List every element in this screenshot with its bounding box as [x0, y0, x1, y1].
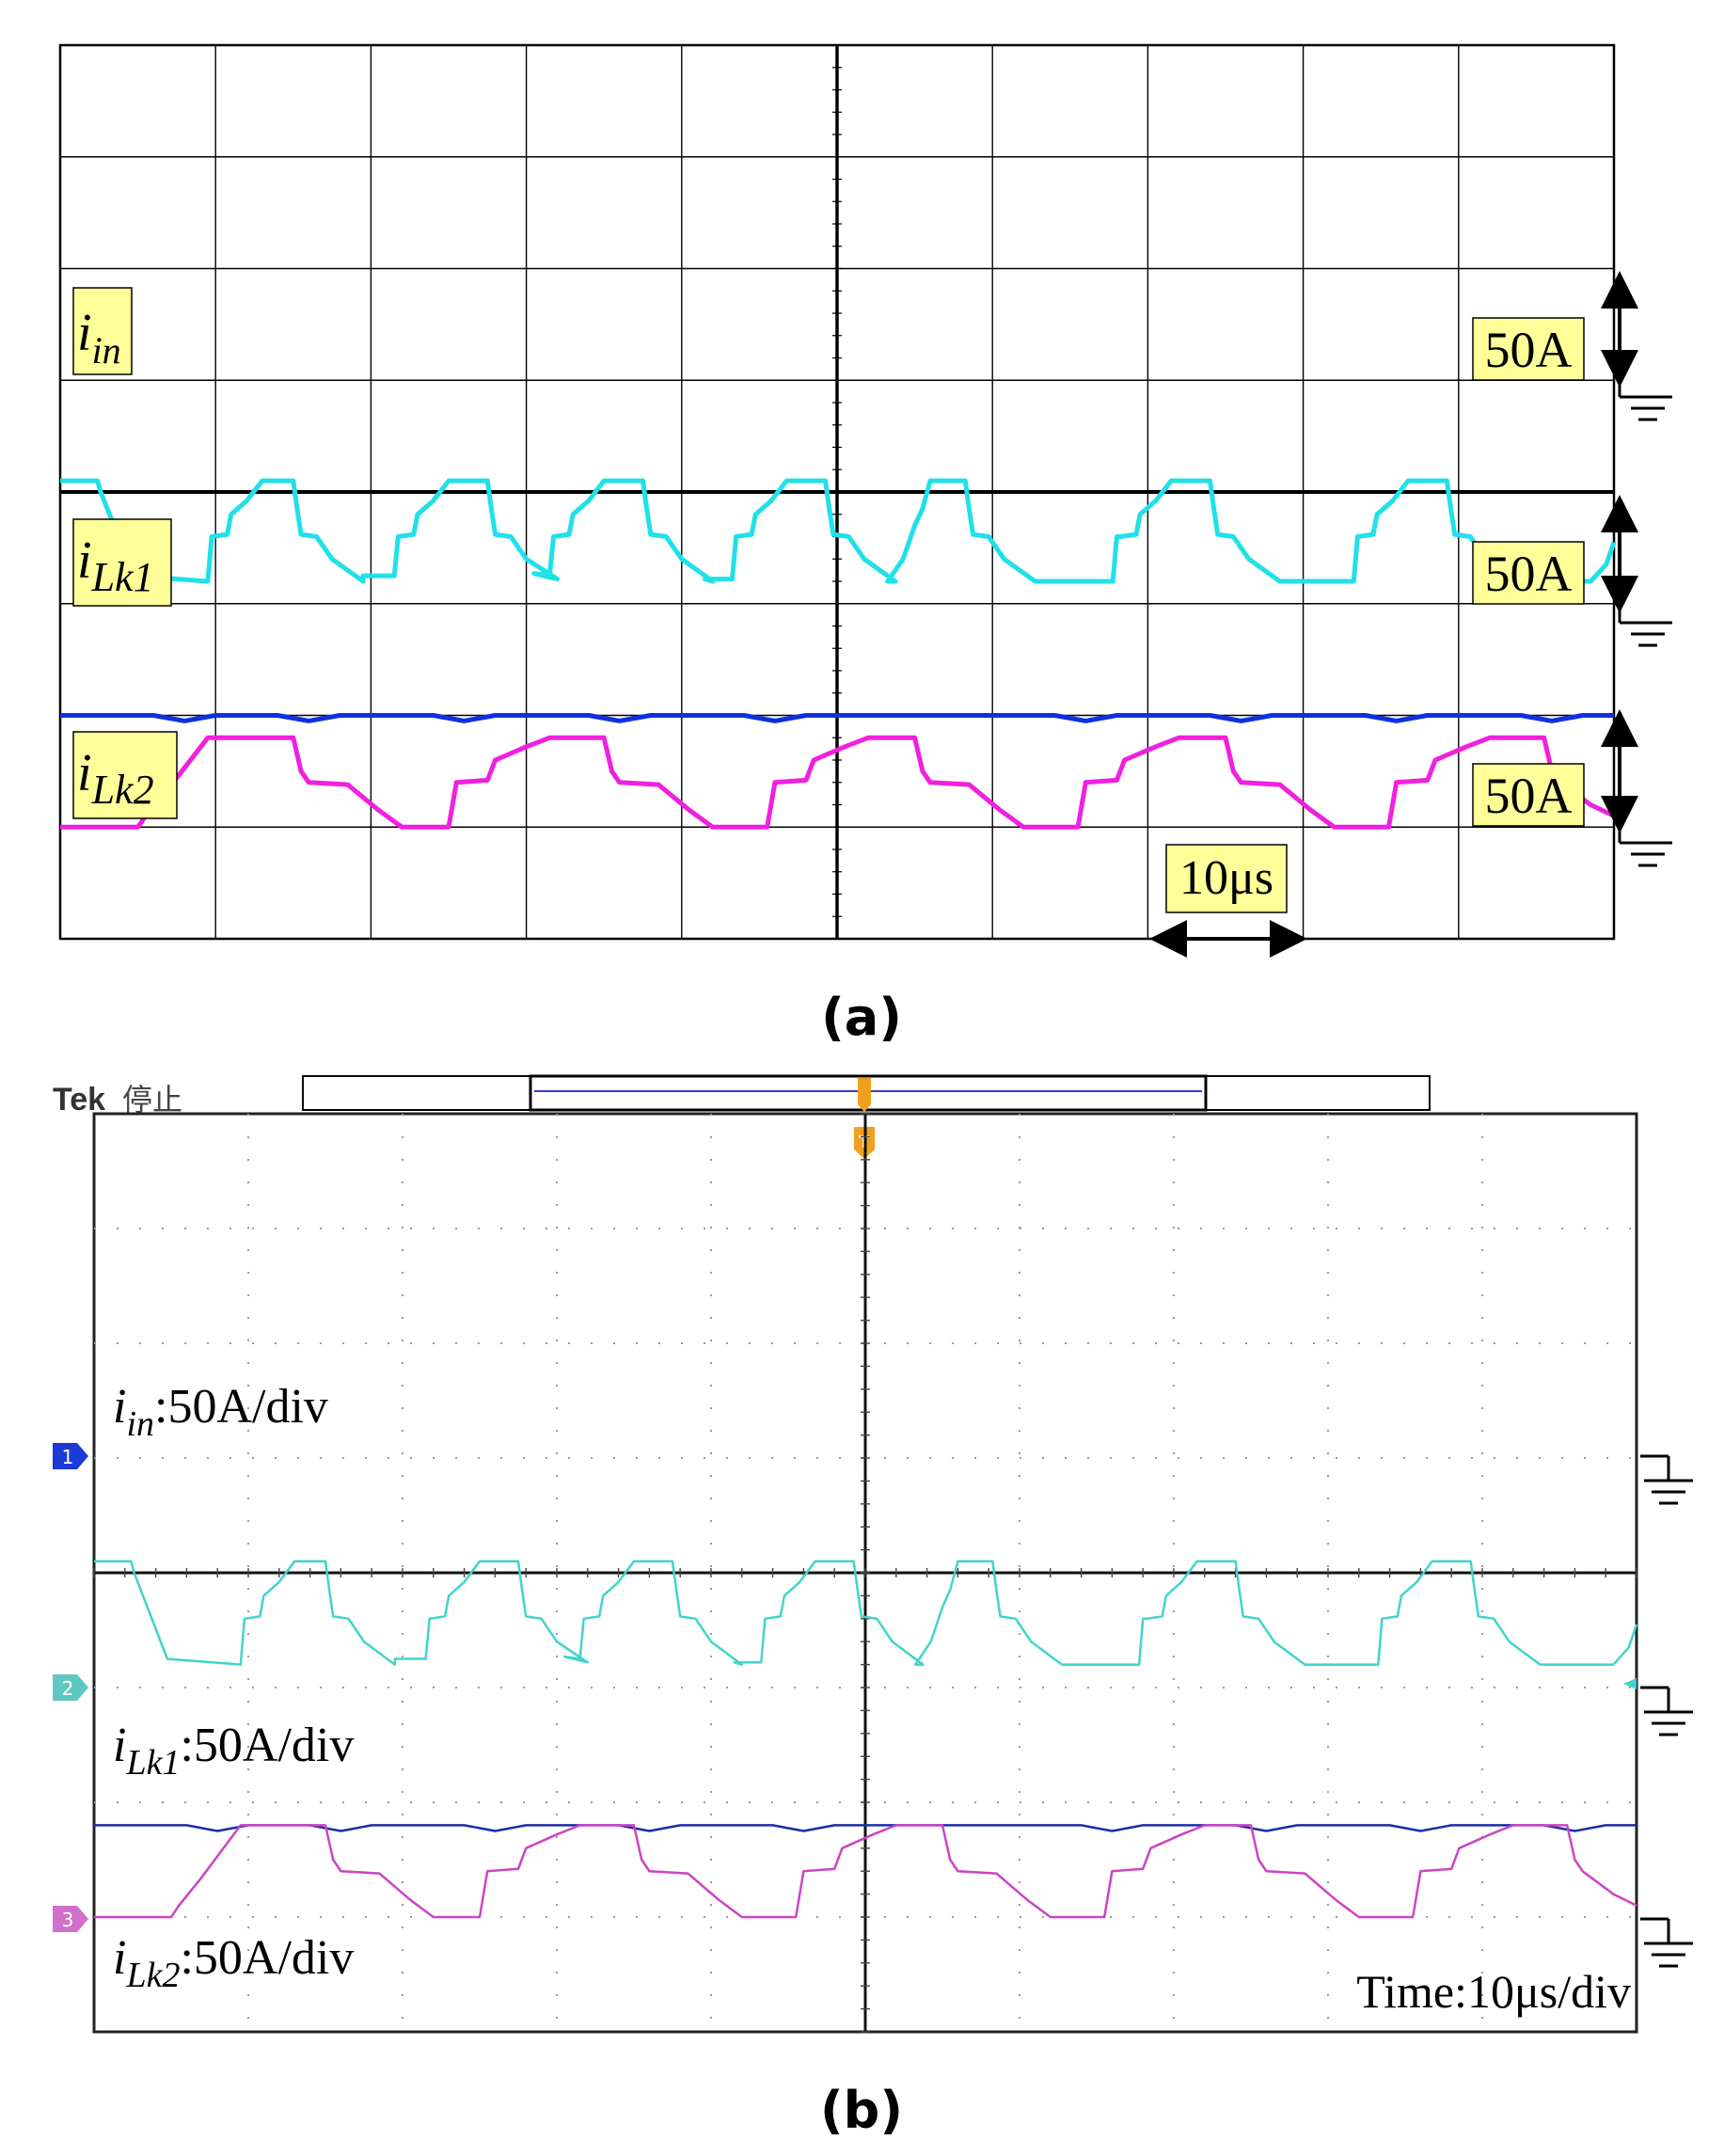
panel-a: iin iLk1 iLk2 50A 50A 50A 10μs	[58, 43, 1672, 1047]
label-ilk2-a-sub: Lk2	[91, 767, 154, 813]
svg-text:50A: 50A	[1485, 322, 1573, 378]
trace-in-a	[60, 713, 1614, 723]
caption-a: (a)	[821, 988, 902, 1047]
svg-text:10μs: 10μs	[1179, 851, 1273, 905]
svg-text:iLk1: iLk1	[77, 531, 154, 600]
time-scale-a: 10μs	[1149, 844, 1307, 958]
label-ilk1-a: iLk1	[72, 518, 172, 607]
tek-status: 停止	[122, 1082, 182, 1118]
panel-a-scale-arrows	[1601, 271, 1672, 867]
channel-1-marker: 1	[53, 1443, 88, 1469]
panel-b-ground-symbols	[1640, 1454, 1693, 1968]
trace-lk1_b	[94, 1560, 1638, 1666]
label-ilk1-b: iLk1:50A/div	[113, 1719, 354, 1783]
trace-lk1-a	[60, 478, 1617, 584]
svg-text:3: 3	[62, 1909, 74, 1931]
label-iin-a-sub: in	[92, 329, 121, 372]
panel-b: Tek 停止 T 1 2 3 iin:50A/div	[53, 1074, 1693, 2140]
ground-icon	[1640, 1454, 1693, 1505]
svg-text:1: 1	[62, 1446, 74, 1468]
caption-b: (b)	[820, 2081, 903, 2140]
trace-in_b	[94, 1824, 1637, 1832]
trace-lk2_b	[94, 1824, 1637, 1919]
label-ilk1-a-main: i	[77, 531, 92, 590]
ground-icon	[1618, 380, 1672, 421]
svg-text:50A: 50A	[1485, 546, 1573, 602]
panel-b-grid	[92, 1112, 1638, 2034]
svg-text:2: 2	[62, 1677, 74, 1700]
channel-2-marker: 2	[53, 1674, 88, 1701]
scale-label-ilk2-a: 50A	[1472, 763, 1585, 827]
svg-text:iLk2: iLk2	[77, 744, 154, 813]
ch2-right-marker	[1623, 1678, 1637, 1689]
label-iin-b: iin:50A/div	[113, 1380, 328, 1444]
label-ilk1-a-sub: Lk1	[91, 554, 154, 600]
trace-lk2-a	[60, 735, 1616, 830]
tek-brand: Tek	[53, 1082, 105, 1118]
ground-icon	[1640, 1917, 1693, 1968]
label-iin-a: iin	[72, 287, 133, 375]
svg-text:iin: iin	[77, 304, 121, 372]
label-ilk2-a: iLk2	[72, 731, 178, 819]
time-label-b: Time:10μs/div	[1356, 1965, 1631, 2018]
scale-label-ilk1-a: 50A	[1472, 541, 1585, 605]
channel-3-marker: 3	[53, 1906, 88, 1932]
ground-icon	[1618, 826, 1672, 867]
ground-icon	[1640, 1686, 1693, 1736]
svg-text:50A: 50A	[1485, 768, 1573, 824]
panel-a-grid	[58, 43, 1616, 941]
panel-a-traces	[60, 478, 1617, 830]
label-iin-a-main: i	[77, 304, 92, 362]
label-ilk2-a-main: i	[77, 744, 92, 802]
panel-b-traces	[94, 1560, 1638, 1919]
ground-icon	[1618, 606, 1672, 647]
label-ilk2-b: iLk2:50A/div	[113, 1931, 354, 1995]
scale-label-iin-a: 50A	[1472, 317, 1585, 381]
